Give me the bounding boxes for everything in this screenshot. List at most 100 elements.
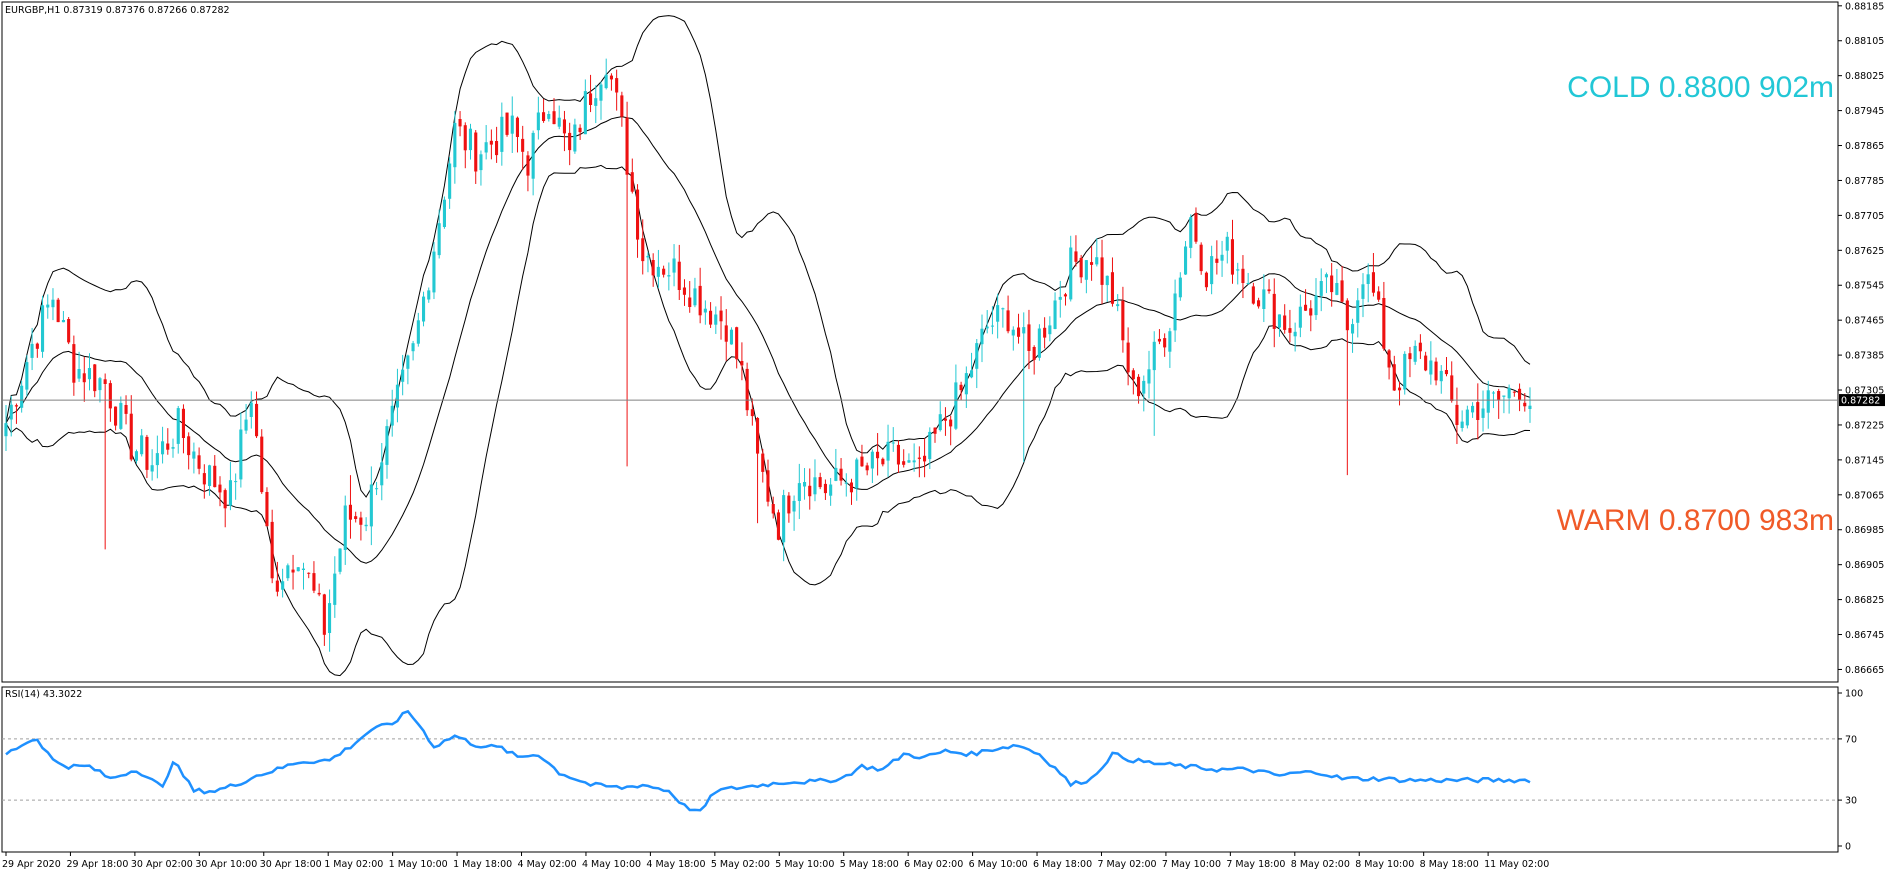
candle [479, 150, 483, 186]
candle [1251, 282, 1255, 305]
candle [709, 302, 713, 329]
candle [1069, 235, 1073, 302]
candle [1392, 355, 1396, 391]
candle [1298, 294, 1302, 338]
candle [745, 362, 749, 416]
candle [1032, 345, 1036, 375]
candle [1528, 387, 1532, 423]
candle [395, 368, 399, 423]
candle [208, 464, 212, 496]
candle [328, 589, 332, 652]
candle [255, 391, 259, 438]
candle [249, 391, 253, 429]
candle [1293, 322, 1297, 352]
candle [171, 438, 175, 458]
candle [1090, 246, 1094, 281]
candle [703, 300, 707, 325]
candle [286, 563, 290, 581]
candle [1377, 286, 1381, 302]
candle [1314, 278, 1318, 320]
candle [369, 466, 373, 546]
candle [1194, 207, 1198, 244]
candle [928, 427, 932, 470]
candle [202, 464, 206, 499]
candle [902, 449, 906, 468]
candle [651, 253, 655, 287]
candle [990, 306, 994, 335]
bb-upper-band [5, 15, 1531, 498]
candle [453, 111, 457, 184]
y-tick-label: 0.87865 [1845, 141, 1884, 152]
candle [1387, 349, 1391, 380]
rsi-line [5, 709, 1531, 812]
candle [406, 354, 410, 385]
candle [1257, 297, 1261, 309]
candle [1408, 346, 1412, 378]
candle [620, 91, 624, 127]
candle [1058, 280, 1062, 318]
candle [1277, 314, 1281, 337]
candle [291, 554, 295, 590]
candle [698, 267, 702, 324]
candle [719, 296, 723, 340]
candle [865, 462, 869, 476]
candle [542, 98, 546, 123]
candle [380, 443, 384, 501]
candle [1199, 242, 1203, 275]
candle [301, 562, 305, 590]
x-tick-label: 6 May 18:00 [1033, 859, 1092, 870]
candle [510, 96, 514, 154]
candle [307, 572, 311, 579]
candle [1283, 304, 1287, 334]
candle [1017, 313, 1021, 344]
y-tick-label: 0.87305 [1845, 386, 1884, 397]
x-tick-label: 6 May 10:00 [969, 859, 1028, 870]
candle [959, 381, 963, 401]
candle [1262, 274, 1266, 323]
candle [787, 492, 791, 523]
candle [776, 509, 780, 541]
candle [573, 118, 577, 154]
candle [437, 209, 441, 259]
main-panel [1, 1, 1839, 683]
candle [1471, 402, 1475, 418]
candle [458, 111, 462, 137]
candle [265, 487, 269, 527]
candle [829, 477, 833, 506]
candle [260, 429, 264, 494]
rsi-title: RSI(14) 43.3022 [5, 689, 82, 700]
candle [646, 252, 650, 273]
candle [1455, 387, 1459, 444]
candle [1079, 254, 1083, 284]
x-tick-label: 30 Apr 10:00 [195, 859, 257, 870]
candle [1460, 410, 1464, 432]
candle [9, 395, 13, 437]
candle [35, 342, 39, 358]
candle [67, 317, 71, 345]
candle [281, 568, 285, 598]
candle [625, 101, 629, 467]
candle [782, 489, 786, 562]
candle [636, 184, 640, 258]
candle [896, 440, 900, 473]
candle [1518, 383, 1522, 412]
candle [1027, 309, 1031, 370]
candle [891, 427, 895, 452]
x-tick-label: 4 May 02:00 [518, 859, 577, 870]
candle [87, 353, 91, 391]
x-tick-label: 8 May 02:00 [1291, 859, 1350, 870]
candle [688, 281, 692, 313]
y-tick-label: 0.87465 [1845, 316, 1884, 327]
candle [108, 380, 112, 422]
candle [860, 444, 864, 467]
candle [134, 449, 138, 464]
candle [390, 389, 394, 437]
x-tick-label: 5 May 02:00 [711, 859, 770, 870]
candle [536, 96, 540, 140]
candle [1105, 275, 1109, 302]
candle [917, 446, 921, 478]
x-tick-label: 1 May 18:00 [453, 859, 512, 870]
candle [317, 583, 321, 597]
candle [114, 406, 118, 431]
candle [630, 158, 634, 194]
